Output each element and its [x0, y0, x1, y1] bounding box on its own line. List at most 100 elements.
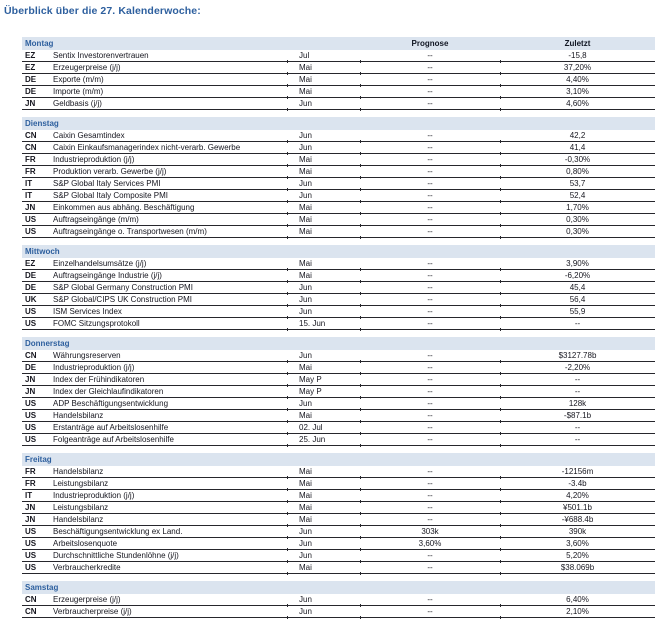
prognose-cell: -- [360, 166, 500, 179]
zuletzt-cell: 5,20% [500, 550, 655, 563]
country-code-cell: JN [25, 515, 36, 524]
zuletzt-column-header: Zuletzt [564, 39, 591, 48]
zuletzt-cell: 3,10% [500, 86, 655, 99]
country-code-cell: US [25, 227, 37, 236]
country-code-cell: CN [25, 131, 37, 140]
period-cell: 15. Jun [287, 318, 360, 331]
table-row: FR Handelsbilanz Mai -- -12156m [22, 466, 655, 479]
prognose-cell: -- [360, 306, 500, 319]
zuletzt-cell: 1,70% [500, 202, 655, 215]
indicator-name-cell: Produktion verarb. Gewerbe (j/j) [53, 167, 167, 176]
country-code-cell: US [25, 215, 37, 224]
country-code-cell: CN [25, 351, 37, 360]
table-row: US Verbraucherkredite Mai -- $38.069b [22, 562, 655, 575]
period-cell: Jun [287, 550, 360, 563]
table-row: US Beschäftigungsentwicklung ex Land. Ju… [22, 526, 655, 539]
indicator-name-cell: Leistungsbilanz [53, 479, 109, 488]
prognose-cell: -- [360, 270, 500, 283]
period-cell: Mai [287, 478, 360, 491]
country-code-cell: US [25, 319, 37, 328]
country-code-cell: EZ [25, 51, 36, 60]
table-row: IT Industrieproduktion (j/j) Mai -- 4,20… [22, 490, 655, 503]
day-rows: EZ Sentix Investorenvertrauen Jul -- -15… [22, 50, 655, 111]
indicator-name-cell: Industrieproduktion (j/j) [53, 155, 135, 164]
indicator-name-cell: Industrieproduktion (j/j) [53, 491, 135, 500]
country-code-cell: FR [25, 467, 36, 476]
indicator-name-cell: S&P Global/CIPS UK Construction PMI [53, 295, 193, 304]
indicator-name-cell: S&P Global Italy Services PMI [53, 179, 161, 188]
prognose-cell: -- [360, 422, 500, 435]
indicator-name-cell: Erzeugerpreise (j/j) [53, 63, 121, 72]
table-row: US Auftragseingänge (m/m) Mai -- 0,30% [22, 214, 655, 227]
prognose-cell: -- [360, 190, 500, 203]
prognose-cell: -- [360, 226, 500, 239]
indicator-name-cell: Caixin Einkaufsmanagerindex nicht-verarb… [53, 143, 241, 152]
country-code-cell: US [25, 307, 37, 316]
table-row: CN Verbraucherpreise (j/j) Jun -- 2,10% [22, 606, 655, 619]
table-row: JN Einkommen aus abhäng. Beschäftigung M… [22, 202, 655, 215]
zuletzt-cell: -- [500, 374, 655, 387]
indicator-name-cell: Index der Gleichlaufindikatoren [53, 387, 164, 396]
period-cell: Mai [287, 562, 360, 575]
period-cell: May P [287, 386, 360, 399]
indicator-name-cell: Einkommen aus abhäng. Beschäftigung [53, 203, 195, 212]
indicator-name-cell: Auftragseingänge (m/m) [53, 215, 139, 224]
period-cell: Jun [287, 606, 360, 619]
period-cell: Jun [287, 98, 360, 111]
zuletzt-cell: -0,30% [500, 154, 655, 167]
country-code-cell: US [25, 423, 37, 432]
indicator-name-cell: Exporte (m/m) [53, 75, 104, 84]
table-row: FR Industrieproduktion (j/j) Mai -- -0,3… [22, 154, 655, 167]
prognose-cell: -- [360, 154, 500, 167]
country-code-cell: IT [25, 491, 33, 500]
country-code-cell: EZ [25, 63, 36, 72]
indicator-name-cell: Leistungsbilanz [53, 503, 109, 512]
country-code-cell: JN [25, 503, 36, 512]
prognose-cell: -- [360, 86, 500, 99]
zuletzt-cell: 0,80% [500, 166, 655, 179]
day-section: Freitag FR Handelsbilanz Mai -- -12156m … [22, 453, 655, 575]
prognose-cell: -- [360, 142, 500, 155]
table-row: US ISM Services Index Jun -- 55,9 [22, 306, 655, 319]
table-row: US Erstanträge auf Arbeitslosenhilfe 02.… [22, 422, 655, 435]
country-code-cell: FR [25, 167, 36, 176]
zuletzt-cell: -- [500, 386, 655, 399]
country-code-cell: DE [25, 75, 37, 84]
period-cell: Jun [287, 594, 360, 607]
prognose-cell: -- [360, 514, 500, 527]
zuletzt-cell: -3.4b [500, 478, 655, 491]
table-row: JN Index der Frühindikatoren May P -- -- [22, 374, 655, 387]
zuletzt-cell: 0,30% [500, 214, 655, 227]
country-code-cell: DE [25, 363, 37, 372]
zuletzt-cell: 53,7 [500, 178, 655, 191]
day-header-band: Freitag [22, 453, 655, 466]
prognose-cell: -- [360, 502, 500, 515]
zuletzt-cell: -6,20% [500, 270, 655, 283]
table-row: UK S&P Global/CIPS UK Construction PMI J… [22, 294, 655, 307]
country-code-cell: CN [25, 143, 37, 152]
indicator-name-cell: Handelsbilanz [53, 515, 104, 524]
table-row: US FOMC Sitzungsprotokoll 15. Jun -- -- [22, 318, 655, 331]
country-code-cell: US [25, 563, 37, 572]
table-row: US Folgeanträge auf Arbeitslosenhilfe 25… [22, 434, 655, 447]
table-row: IT S&P Global Italy Services PMI Jun -- … [22, 178, 655, 191]
country-code-cell: UK [25, 295, 37, 304]
period-cell: Mai [287, 362, 360, 375]
day-rows: CN Währungsreserven Jun -- $3127.78b DE … [22, 350, 655, 447]
indicator-name-cell: Sentix Investorenvertrauen [53, 51, 149, 60]
day-header-band: Donnerstag [22, 337, 655, 350]
zuletzt-cell: 4,40% [500, 74, 655, 87]
period-cell: Mai [287, 202, 360, 215]
country-code-cell: DE [25, 87, 37, 96]
zuletzt-cell: $3127.78b [500, 350, 655, 363]
period-cell: Jun [287, 190, 360, 203]
country-code-cell: US [25, 411, 37, 420]
day-rows: CN Erzeugerpreise (j/j) Jun -- 6,40% CN … [22, 594, 655, 619]
period-cell: Mai [287, 410, 360, 423]
prognose-cell: -- [360, 374, 500, 387]
period-cell: Jun [287, 350, 360, 363]
table-row: DE Exporte (m/m) Mai -- 4,40% [22, 74, 655, 87]
period-cell: Mai [287, 214, 360, 227]
prognose-cell: -- [360, 434, 500, 447]
country-code-cell: JN [25, 387, 36, 396]
